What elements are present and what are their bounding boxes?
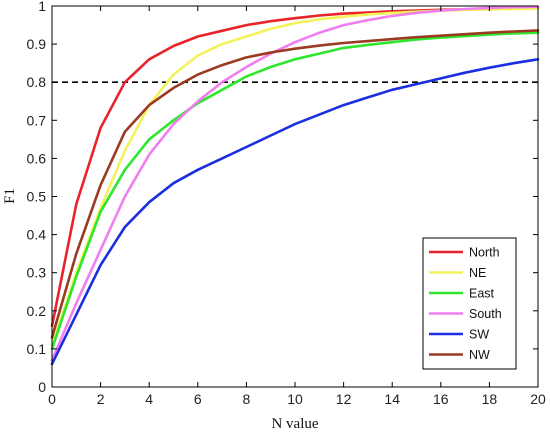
series-line-sw (50, 57, 540, 366)
legend-label-south: South (469, 307, 502, 321)
legend-label-nw: NW (469, 348, 490, 362)
y-tick-label: 0.8 (27, 74, 47, 90)
legend-label-ne: NE (469, 266, 486, 280)
y-tick-label: 0.6 (27, 150, 47, 166)
y-tick-label: 0.4 (27, 227, 47, 243)
legend: North NE East South SW NW (422, 237, 517, 370)
series-line-nw (50, 29, 540, 339)
x-tick-label: 6 (194, 391, 202, 407)
y-tick-label: 0 (38, 379, 46, 395)
x-tick-label: 10 (287, 391, 303, 407)
x-tick-label: 20 (530, 391, 546, 407)
x-axis-label: N value (271, 416, 318, 432)
y-tick-label: 1 (38, 0, 46, 14)
y-tick-label: 0.3 (27, 265, 47, 281)
y-tick-label: 0.2 (27, 303, 47, 319)
x-tick-label: 18 (482, 391, 498, 407)
x-tick-label: 12 (336, 391, 352, 407)
y-tick-label: 0.9 (27, 36, 47, 52)
x-tick-label: 0 (48, 391, 56, 407)
x-tick-label: 4 (145, 391, 153, 407)
legend-label-east: East (469, 287, 495, 301)
y-tick-label: 0.1 (27, 341, 47, 357)
legend-label-sw: SW (469, 328, 489, 342)
x-tick-label: 8 (243, 391, 251, 407)
legend-box (422, 237, 517, 370)
y-tick-label: 0.5 (27, 189, 47, 205)
x-tick-label: 2 (97, 391, 105, 407)
legend-label-north: North (469, 246, 500, 260)
series-line-east (50, 31, 540, 351)
y-axis-label: F1 (2, 188, 18, 204)
y-tick-label: 0.7 (27, 112, 47, 128)
x-tick-label: 16 (433, 391, 449, 407)
series-line-south (50, 5, 540, 362)
x-tick-label: 14 (384, 391, 400, 407)
